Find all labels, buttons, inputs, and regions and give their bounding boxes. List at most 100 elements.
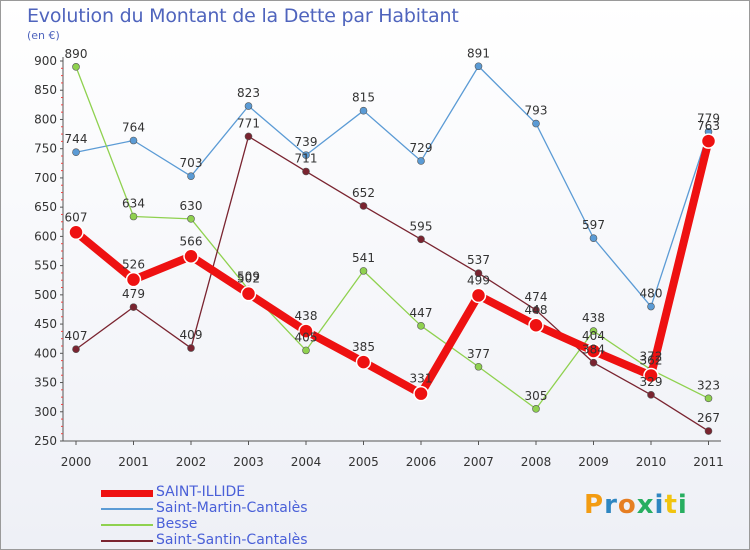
y-tick-label: 300 (34, 405, 57, 419)
data-label-saint-santin-cantales: 329 (640, 375, 663, 389)
y-tick-label: 250 (34, 434, 57, 448)
data-point-saint-illide (470, 287, 487, 304)
data-label-saint-martin-cantales: 480 (640, 287, 663, 301)
proxiti-logo: Proxiti (584, 490, 688, 520)
x-tick-label: 2005 (348, 455, 379, 469)
data-point-saint-santin-cantales (72, 345, 80, 354)
data-point-saint-santin-cantales (532, 306, 540, 314)
data-point-saint-illide (355, 354, 372, 370)
unit-label: (en €) (27, 29, 60, 42)
series-line-saint-illide (72, 137, 713, 398)
data-label-saint-martin-cantales: 815 (352, 91, 375, 105)
legend-swatch (101, 540, 153, 542)
series-layer (68, 62, 717, 435)
data-label-saint-martin-cantales: 597 (582, 218, 605, 232)
data-label-saint-illide: 502 (237, 272, 260, 286)
data-label-saint-santin-cantales: 384 (582, 343, 605, 357)
data-label-saint-martin-cantales: 823 (237, 86, 260, 100)
data-label-saint-illide: 331 (410, 372, 433, 386)
data-label-saint-illide: 448 (525, 303, 548, 317)
data-label-saint-martin-cantales: 729 (410, 141, 433, 155)
y-tick-label: 750 (34, 142, 57, 156)
legend-label: Besse (156, 516, 198, 532)
chart-title: Evolution du Montant de la Dette par Hab… (27, 5, 459, 27)
data-label-besse: 377 (467, 347, 490, 361)
series-line-saint-martin-cantales (75, 65, 710, 308)
data-point-saint-santin-cantales (244, 132, 253, 141)
data-point-saint-martin-cantales (244, 102, 253, 110)
data-label-saint-illide: 404 (582, 329, 605, 343)
data-label-besse: 305 (525, 389, 548, 403)
data-point-besse (474, 362, 483, 371)
data-point-saint-illide (183, 248, 199, 265)
data-label-besse: 890 (65, 47, 88, 61)
data-label-besse: 323 (697, 378, 720, 392)
data-point-saint-illide (240, 285, 257, 302)
data-label-saint-illide: 526 (122, 258, 145, 272)
data-point-saint-illide (298, 323, 314, 339)
y-tick-label: 600 (34, 229, 57, 243)
data-label-saint-illide: 763 (697, 119, 720, 133)
data-label-besse: 541 (352, 251, 375, 265)
data-point-besse (704, 394, 713, 403)
data-point-saint-martin-cantales (417, 157, 425, 165)
data-point-besse (359, 267, 368, 275)
y-tick-label: 900 (34, 54, 57, 68)
data-point-saint-illide (125, 271, 142, 288)
data-point-besse (589, 327, 598, 335)
data-label-saint-santin-cantales: 407 (65, 329, 88, 343)
data-label-saint-martin-cantales: 744 (65, 132, 88, 146)
legend-label: Saint-Martin-Cantalès (156, 500, 308, 516)
data-label-besse: 372 (640, 350, 663, 364)
data-point-saint-martin-cantales (187, 172, 195, 180)
data-label-saint-illide: 362 (640, 354, 663, 368)
data-point-besse (187, 215, 195, 223)
data-point-saint-illide (700, 133, 717, 149)
x-tick-label: 2008 (521, 455, 552, 469)
series-line-saint-santin-cantales (75, 135, 710, 432)
y-tick-label: 850 (34, 83, 57, 97)
legend-swatch (101, 508, 153, 510)
brand-letter: i (654, 490, 665, 520)
data-label-saint-martin-cantales: 703 (180, 156, 203, 170)
y-tick-label: 550 (34, 259, 57, 273)
brand-letter: r (604, 490, 618, 520)
brand-letter: P (584, 490, 605, 520)
legend-label: Saint-Santin-Cantalès (156, 532, 308, 548)
x-tick-label: 2010 (636, 455, 667, 469)
data-point-saint-martin-cantales (302, 151, 310, 159)
x-tick-label: 2007 (463, 455, 494, 469)
data-point-saint-santin-cantales (647, 391, 655, 399)
data-label-besse: 405 (295, 330, 318, 344)
series-line-besse (75, 66, 710, 410)
data-label-saint-illide: 566 (180, 234, 203, 248)
legend-label: SAINT-ILLIDE (156, 484, 246, 500)
data-label-saint-santin-cantales: 711 (295, 151, 318, 165)
data-label-saint-santin-cantales: 409 (180, 328, 203, 342)
data-labels-layer: 744 764 703 823 739 815 729 891 793 597 480 779 890 6… (65, 46, 720, 425)
legend-swatch (101, 490, 153, 497)
data-point-saint-illide (68, 224, 84, 241)
data-point-saint-illide (413, 385, 429, 402)
data-label-besse: 438 (582, 311, 605, 325)
y-tick-label: 500 (34, 288, 57, 302)
y-tick-label: 800 (34, 112, 57, 126)
y-tick-label: 350 (34, 376, 57, 390)
data-label-saint-santin-cantales: 771 (237, 116, 260, 130)
data-label-saint-illide: 385 (352, 340, 375, 354)
x-tick-label: 2009 (578, 455, 609, 469)
x-tick-label: 2001 (118, 455, 149, 469)
data-label-besse: 630 (180, 199, 203, 213)
data-label-saint-santin-cantales: 537 (467, 253, 490, 267)
data-point-saint-santin-cantales (359, 202, 368, 210)
brand-letter: x (636, 490, 655, 520)
data-point-saint-illide (643, 367, 659, 384)
data-label-saint-illide: 499 (467, 273, 490, 287)
data-point-saint-martin-cantales (589, 234, 598, 242)
data-point-saint-martin-cantales (359, 106, 368, 115)
data-label-saint-illide: 607 (65, 210, 88, 224)
data-point-saint-santin-cantales (474, 269, 483, 278)
data-point-besse (532, 405, 540, 413)
